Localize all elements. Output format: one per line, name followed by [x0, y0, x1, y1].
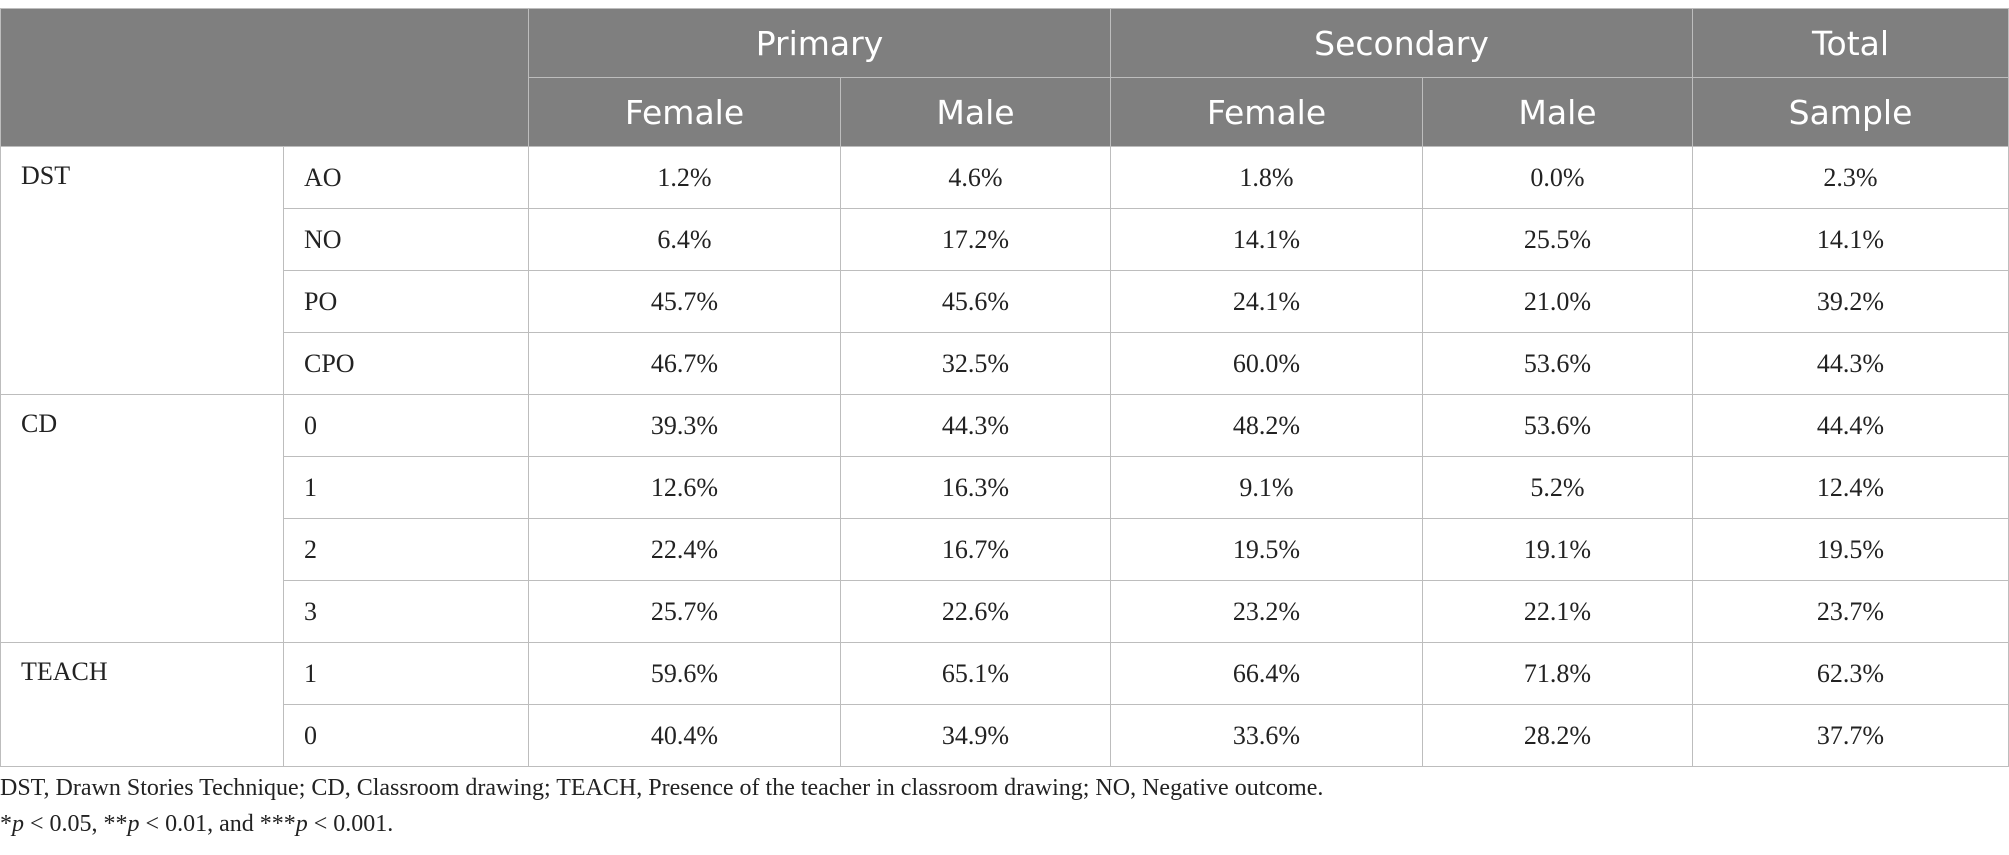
cell: 28.2% — [1421, 704, 1694, 767]
table-row: PO 45.7% 45.6% 24.1% 21.0% 39.2% — [1, 270, 2009, 333]
cell: 23.7% — [1692, 580, 2009, 643]
cell: 25.5% — [1421, 208, 1694, 271]
cell: 48.2% — [1110, 394, 1423, 457]
table-row: DST AO 1.2% 4.6% 1.8% 0.0% 2.3% — [0, 146, 2009, 395]
cell: 19.5% — [1692, 518, 2009, 581]
table-row: 1 12.6% 16.3% 9.1% 5.2% 12.4% — [1, 456, 2009, 519]
sig-text: < 0.05, ** — [24, 811, 128, 837]
cell: 12.6% — [528, 456, 841, 519]
table-header: Primary Secondary Total Female Male Fema… — [0, 8, 2009, 147]
cell: 62.3% — [1692, 642, 2009, 705]
sig-text: < 0.001. — [307, 811, 394, 837]
cell: 39.3% — [528, 394, 841, 457]
cell: 32.5% — [840, 332, 1111, 395]
sub-label: AO — [283, 146, 529, 209]
header-total-sample: Sample — [1692, 77, 2009, 147]
cell: 60.0% — [1110, 332, 1423, 395]
cell: 40.4% — [528, 704, 841, 767]
header-row-groups: Primary Secondary Total — [0, 8, 2009, 147]
cell: 22.1% — [1421, 580, 1694, 643]
header-row-subs: Female Male Female Male Sample — [1, 77, 2009, 147]
sub-label: 1 — [283, 642, 529, 705]
cell: 16.3% — [840, 456, 1111, 519]
cell: 4.6% — [840, 146, 1111, 209]
cell: 22.6% — [840, 580, 1111, 643]
cell: 17.2% — [840, 208, 1111, 271]
cell: 44.4% — [1692, 394, 2009, 457]
cell: 45.6% — [840, 270, 1111, 333]
sig-text: < 0.01, and *** — [139, 811, 296, 837]
table-row: CPO 46.7% 32.5% 60.0% 53.6% 44.3% — [1, 332, 2009, 395]
group-label-teach: TEACH — [0, 642, 284, 767]
data-table: Primary Secondary Total Female Male Fema… — [0, 8, 2009, 767]
cell: 25.7% — [528, 580, 841, 643]
cell: 6.4% — [528, 208, 841, 271]
table-body: DST AO 1.2% 4.6% 1.8% 0.0% 2.3% NO 6.4% … — [0, 146, 2009, 767]
sub-label: 0 — [283, 394, 529, 457]
group-label-dst: DST — [0, 146, 284, 395]
header-primary: Primary — [528, 8, 1111, 78]
table-row: TEACH 1 59.6% 65.1% 66.4% 71.8% 62.3% — [0, 642, 2009, 767]
group-label-cd: CD — [0, 394, 284, 643]
cell: 2.3% — [1692, 146, 2009, 209]
sub-label: 3 — [283, 580, 529, 643]
cell: 14.1% — [1692, 208, 2009, 271]
cell: 19.5% — [1110, 518, 1423, 581]
cell: 66.4% — [1110, 642, 1423, 705]
cell: 44.3% — [840, 394, 1111, 457]
header-corner — [0, 8, 529, 147]
header-total: Total — [1692, 8, 2009, 78]
cell: 23.2% — [1110, 580, 1423, 643]
footnote-significance: *p < 0.05, **p < 0.01, and ***p < 0.001. — [0, 806, 1323, 842]
header-secondary: Secondary — [1109, 8, 1694, 78]
cell: 5.2% — [1421, 456, 1694, 519]
table-row: NO 6.4% 17.2% 14.1% 25.5% 14.1% — [1, 208, 2009, 271]
sig-mark: * — [0, 811, 12, 837]
sub-label: NO — [283, 208, 529, 271]
cell: 16.7% — [840, 518, 1111, 581]
cell: 21.0% — [1421, 270, 1694, 333]
sub-label: 0 — [283, 704, 529, 767]
table-container: Primary Secondary Total Female Male Fema… — [0, 8, 2009, 767]
cell: 1.2% — [528, 146, 841, 209]
header-primary-female: Female — [528, 77, 841, 147]
header-secondary-female: Female — [1110, 77, 1423, 147]
cell: 59.6% — [528, 642, 841, 705]
cell: 22.4% — [528, 518, 841, 581]
table-row: CD 0 39.3% 44.3% 48.2% 53.6% 44.4% — [0, 394, 2009, 643]
cell: 44.3% — [1692, 332, 2009, 395]
cell: 37.7% — [1692, 704, 2009, 767]
sub-label: PO — [283, 270, 529, 333]
cell: 24.1% — [1110, 270, 1423, 333]
footnote-abbreviations: DST, Drawn Stories Technique; CD, Classr… — [0, 775, 1324, 801]
cell: 39.2% — [1692, 270, 2009, 333]
cell: 34.9% — [840, 704, 1111, 767]
table-row: 0 40.4% 34.9% 33.6% 28.2% 37.7% — [1, 704, 2009, 767]
p-symbol: p — [295, 811, 308, 837]
p-symbol: p — [12, 811, 24, 837]
cell: 19.1% — [1421, 518, 1694, 581]
sub-label: 1 — [283, 456, 529, 519]
table-row: 2 22.4% 16.7% 19.5% 19.1% 19.5% — [1, 518, 2009, 581]
cell: 53.6% — [1421, 332, 1694, 395]
header-primary-male: Male — [840, 77, 1111, 147]
footnotes: DST, Drawn Stories Technique; CD, Classr… — [0, 770, 1323, 842]
cell: 0.0% — [1421, 146, 1694, 209]
cell: 1.8% — [1110, 146, 1423, 209]
cell: 45.7% — [528, 270, 841, 333]
table-row: 3 25.7% 22.6% 23.2% 22.1% 23.7% — [1, 580, 2009, 643]
cell: 9.1% — [1110, 456, 1423, 519]
cell: 46.7% — [528, 332, 841, 395]
cell: 71.8% — [1421, 642, 1694, 705]
sub-label: 2 — [283, 518, 529, 581]
sub-label: CPO — [283, 332, 529, 395]
cell: 12.4% — [1692, 456, 2009, 519]
cell: 14.1% — [1110, 208, 1423, 271]
cell: 53.6% — [1421, 394, 1694, 457]
p-symbol: p — [127, 811, 140, 837]
cell: 33.6% — [1110, 704, 1423, 767]
header-secondary-male: Male — [1421, 77, 1694, 147]
cell: 65.1% — [840, 642, 1111, 705]
